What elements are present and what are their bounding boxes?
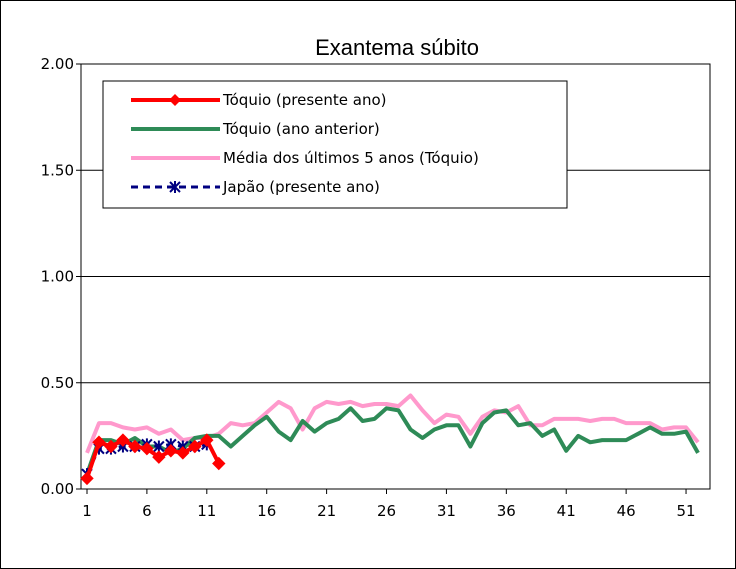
legend: Tóquio (presente ano) Tóquio (ano anterio… — [102, 80, 568, 209]
series-2 — [85, 393, 700, 454]
data-point — [80, 471, 94, 486]
legend-label: Tóquio (ano anterior) — [222, 120, 380, 138]
legend-item: Tóquio (presente ano) — [131, 91, 387, 109]
series-line — [85, 406, 700, 475]
x-tick-label: 11 — [197, 502, 216, 520]
series-line — [85, 393, 700, 454]
legend-item: Tóquio (ano anterior) — [131, 120, 380, 138]
x-tick-label: 31 — [437, 502, 456, 520]
data-point — [188, 439, 202, 454]
x-tick-label: 16 — [257, 502, 276, 520]
legend-marker — [169, 181, 181, 193]
data-point — [140, 441, 154, 456]
data-point — [104, 439, 118, 454]
x-tick-label: 51 — [676, 502, 695, 520]
data-point — [116, 433, 130, 447]
data-point — [152, 450, 166, 464]
legend-label: Tóquio (presente ano) — [222, 91, 387, 109]
axes: 0.000.501.001.502.001 6 11 16 21 26 31 36 41 46 51 — [41, 55, 696, 520]
y-tick-label: 1.00 — [41, 268, 74, 286]
legend-marker — [169, 94, 181, 106]
x-tick-label: 26 — [377, 502, 396, 520]
x-tick-label: 46 — [617, 502, 636, 520]
legend-item: Japão (presente ano) — [131, 178, 380, 196]
y-tick-label: 0.50 — [41, 374, 74, 392]
legend-label: Média dos últimos 5 anos (Tóquio) — [223, 149, 479, 167]
y-tick-label: 1.50 — [41, 161, 74, 179]
legend-label: Japão (presente ano) — [222, 178, 380, 196]
y-tick-label: 0.00 — [41, 480, 74, 498]
series-layer — [80, 393, 700, 486]
data-point — [128, 439, 142, 454]
data-point — [164, 444, 178, 458]
series-1 — [85, 406, 700, 475]
data-point — [212, 456, 226, 471]
series-0 — [80, 433, 226, 486]
data-point — [200, 433, 214, 447]
data-point — [176, 446, 190, 460]
x-tick-label: 36 — [497, 502, 516, 520]
x-tick-label: 1 — [82, 502, 92, 520]
legend-item: Média dos últimos 5 anos (Tóquio) — [131, 149, 479, 167]
data-point — [92, 435, 106, 449]
x-tick-label: 41 — [557, 502, 576, 520]
y-tick-label: 2.00 — [41, 55, 74, 73]
x-tick-label: 21 — [317, 502, 336, 520]
x-tick-label: 6 — [142, 502, 152, 520]
chart-title: Exantema súbito — [315, 35, 479, 60]
